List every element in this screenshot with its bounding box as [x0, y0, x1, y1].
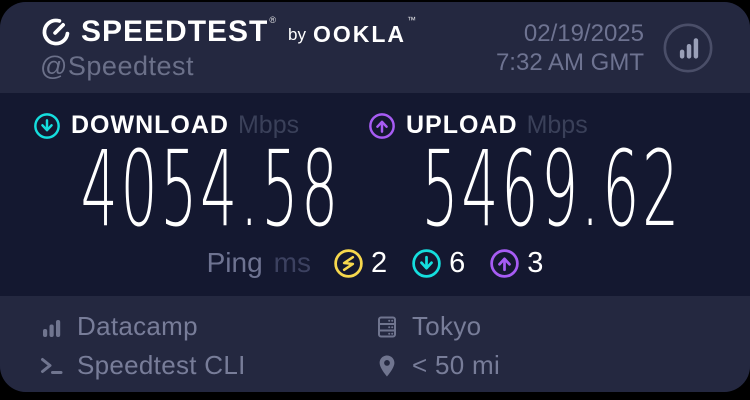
- upload-latency-metric: 3: [489, 247, 543, 280]
- upload-speed-value: 5469.62: [421, 128, 682, 250]
- location-pin-icon: [379, 355, 395, 376]
- test-date: 02/19/2025: [523, 19, 644, 47]
- isp-bars-icon: [43, 319, 61, 337]
- results-panel: DOWNLOAD Mbps UPLOAD Mbps 4054.58 5469.6…: [0, 93, 750, 296]
- server-row: Tokyo: [375, 311, 500, 342]
- idle-latency-metric: 2: [333, 247, 387, 280]
- download-label: DOWNLOAD: [71, 111, 229, 139]
- client-row: Speedtest CLI: [40, 350, 246, 381]
- upload-unit: Mbps: [526, 111, 588, 139]
- download-unit: Mbps: [237, 111, 300, 139]
- isp-name: Datacamp: [77, 311, 198, 341]
- idle-latency-icon: [334, 248, 363, 278]
- upload-latency-icon: [490, 248, 519, 278]
- terminal-icon: [41, 357, 63, 374]
- footer-right-column: Tokyo < 50 mi: [375, 311, 500, 389]
- download-label-row: DOWNLOAD Mbps: [33, 111, 299, 140]
- footer: Datacamp Speedtest CLI: [0, 296, 750, 392]
- speedtest-result-card: SPEEDTEST ® by OOKLA ™ @Speedtest 02/19/20…: [0, 2, 750, 392]
- speedtest-logo: SPEEDTEST ® by OOKLA ™: [40, 15, 416, 49]
- footer-left-column: Datacamp Speedtest CLI: [40, 311, 246, 389]
- server-distance: < 50 mi: [412, 350, 501, 380]
- server-location: Tokyo: [412, 311, 482, 341]
- distance-row: < 50 mi: [375, 350, 500, 381]
- upload-label: UPLOAD: [406, 111, 518, 139]
- ping-row: Ping ms 2 6: [0, 245, 750, 281]
- byline-text: by: [288, 25, 306, 44]
- ping-label: Ping: [206, 247, 263, 278]
- company-name: OOKLA: [312, 20, 407, 47]
- download-latency-value: 6: [449, 246, 466, 279]
- download-arrow-circle-icon: [34, 112, 60, 139]
- upload-latency-value: 3: [527, 246, 544, 279]
- test-datetime: 02/19/2025 7:32 AM GMT: [496, 19, 644, 77]
- server-icon: [378, 316, 396, 337]
- company-trademark: ™: [407, 15, 417, 25]
- header-right: 02/19/2025 7:32 AM GMT: [496, 2, 714, 93]
- idle-latency-value: 2: [370, 246, 388, 279]
- header: SPEEDTEST ® by OOKLA ™ @Speedtest 02/19/20…: [0, 2, 750, 93]
- speedtest-gauge-icon: [42, 18, 70, 46]
- download-speed-value: 4054.58: [80, 128, 342, 250]
- account-handle: @Speedtest: [40, 51, 195, 81]
- ping-unit: ms: [273, 247, 311, 278]
- download-latency-icon: [412, 248, 441, 278]
- client-name: Speedtest CLI: [77, 350, 246, 380]
- upload-label-row: UPLOAD Mbps: [368, 111, 588, 140]
- result-bars-circle-icon: [663, 23, 713, 72]
- download-latency-metric: 6: [411, 247, 465, 280]
- upload-arrow-circle-icon: [369, 112, 395, 139]
- brand-trademark: ®: [269, 15, 277, 25]
- isp-row: Datacamp: [40, 311, 246, 342]
- brand-name: SPEEDTEST: [81, 15, 269, 48]
- test-time: 7:32 AM GMT: [495, 48, 644, 76]
